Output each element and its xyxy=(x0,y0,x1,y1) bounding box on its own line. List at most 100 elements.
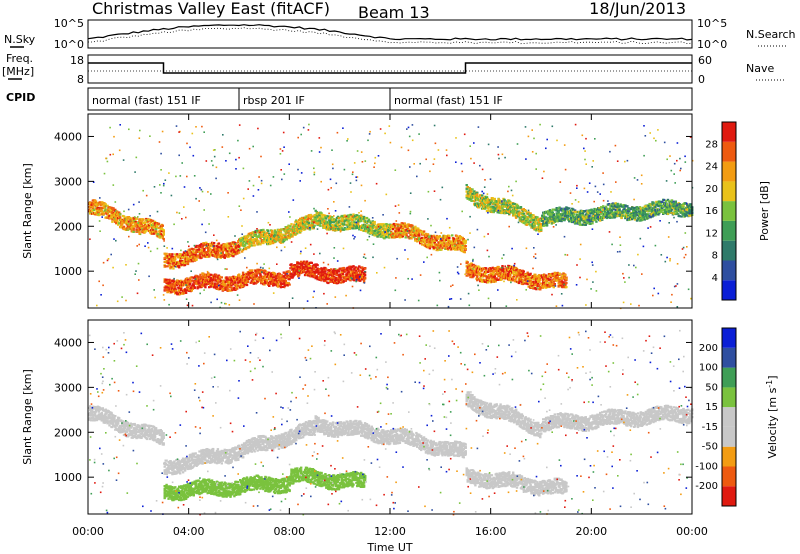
data-pixel xyxy=(465,187,468,190)
data-pixel xyxy=(339,276,343,279)
data-pixel xyxy=(354,271,357,274)
data-pixel xyxy=(344,269,347,272)
data-pixel xyxy=(340,227,343,230)
data-pixel xyxy=(352,274,355,277)
data-pixel xyxy=(360,214,363,217)
data-pixel xyxy=(298,268,301,271)
data-pixel xyxy=(177,281,180,284)
data-pixel xyxy=(560,220,563,223)
data-pixel xyxy=(198,275,201,278)
data-pixel xyxy=(399,231,403,234)
data-pixel xyxy=(263,236,266,240)
data-pixel xyxy=(323,220,326,223)
data-pixel xyxy=(519,206,523,209)
data-pixel xyxy=(142,218,145,221)
data-pixel xyxy=(453,240,457,243)
data-pixel xyxy=(158,227,162,230)
data-pixel xyxy=(362,278,366,282)
data-pixel xyxy=(107,213,110,216)
data-pixel xyxy=(355,266,358,269)
data-pixel xyxy=(318,216,321,219)
data-pixel xyxy=(172,265,175,268)
data-pixel xyxy=(147,220,150,223)
data-pixel xyxy=(117,223,120,226)
data-pixel xyxy=(430,235,434,238)
data-pixel xyxy=(218,275,222,278)
data-pixel xyxy=(335,279,339,282)
data-pixel xyxy=(225,277,228,280)
data-pixel xyxy=(227,282,230,285)
data-pixel xyxy=(388,233,391,236)
data-pixel xyxy=(244,248,248,251)
data-pixel xyxy=(451,234,454,237)
data-pixel xyxy=(318,268,321,271)
data-pixel xyxy=(185,256,189,259)
data-pixel xyxy=(135,217,138,220)
data-pixel xyxy=(430,243,434,246)
freq-panel-frame xyxy=(87,54,693,84)
data-pixel xyxy=(519,217,523,220)
data-pixel xyxy=(184,282,188,285)
data-pixel xyxy=(183,255,187,258)
data-pixel xyxy=(488,202,492,205)
data-pixel xyxy=(215,248,219,251)
data-pixel xyxy=(453,244,457,247)
data-pixel xyxy=(425,239,429,242)
data-pixel xyxy=(181,256,185,259)
data-pixel xyxy=(388,229,391,232)
data-pixel xyxy=(89,212,92,215)
data-pixel xyxy=(334,219,338,222)
data-pixel xyxy=(179,253,182,256)
data-pixel xyxy=(298,227,301,230)
data-pixel xyxy=(205,283,208,286)
data-pixel xyxy=(345,273,348,276)
data-pixel xyxy=(271,281,275,284)
data-pixel xyxy=(115,214,118,217)
data-pixel xyxy=(554,217,557,220)
data-pixel xyxy=(180,285,183,288)
data-pixel xyxy=(301,222,305,225)
data-pixel xyxy=(331,277,334,280)
data-pixel xyxy=(236,278,239,281)
data-pixel xyxy=(396,225,400,228)
data-pixel xyxy=(418,238,421,241)
data-pixel xyxy=(388,236,391,239)
data-pixel xyxy=(102,212,105,215)
data-pixel xyxy=(288,227,291,230)
data-pixel xyxy=(308,228,312,231)
data-pixel xyxy=(416,240,419,243)
data-pixel xyxy=(230,245,233,248)
data-pixel xyxy=(567,215,570,218)
data-pixel xyxy=(495,209,498,212)
data-pixel xyxy=(161,224,164,227)
noise-sky-trace xyxy=(87,24,693,41)
data-pixel xyxy=(432,246,435,249)
data-pixel xyxy=(548,213,552,216)
data-pixel xyxy=(377,223,380,226)
data-pixel xyxy=(169,283,172,286)
data-pixel xyxy=(526,217,529,220)
data-pixel xyxy=(305,226,309,229)
data-pixel xyxy=(130,217,133,220)
data-pixel xyxy=(90,201,94,205)
data-pixel xyxy=(479,194,482,197)
data-pixel xyxy=(249,276,252,279)
data-pixel xyxy=(206,278,209,281)
data-pixel xyxy=(250,269,253,272)
data-pixel xyxy=(445,238,448,242)
data-pixel xyxy=(201,276,204,279)
data-pixel xyxy=(465,190,468,193)
data-pixel xyxy=(211,284,215,287)
data-pixel xyxy=(289,225,292,228)
data-pixel xyxy=(185,250,189,253)
data-pixel xyxy=(257,276,260,279)
data-pixel xyxy=(493,209,496,212)
data-pixel xyxy=(401,224,404,227)
data-pixel xyxy=(210,252,213,255)
data-pixel xyxy=(290,229,293,232)
data-pixel xyxy=(265,273,268,276)
data-pixel xyxy=(162,233,165,236)
data-pixel xyxy=(253,277,256,280)
data-pixel xyxy=(198,281,201,284)
data-pixel xyxy=(473,193,476,196)
